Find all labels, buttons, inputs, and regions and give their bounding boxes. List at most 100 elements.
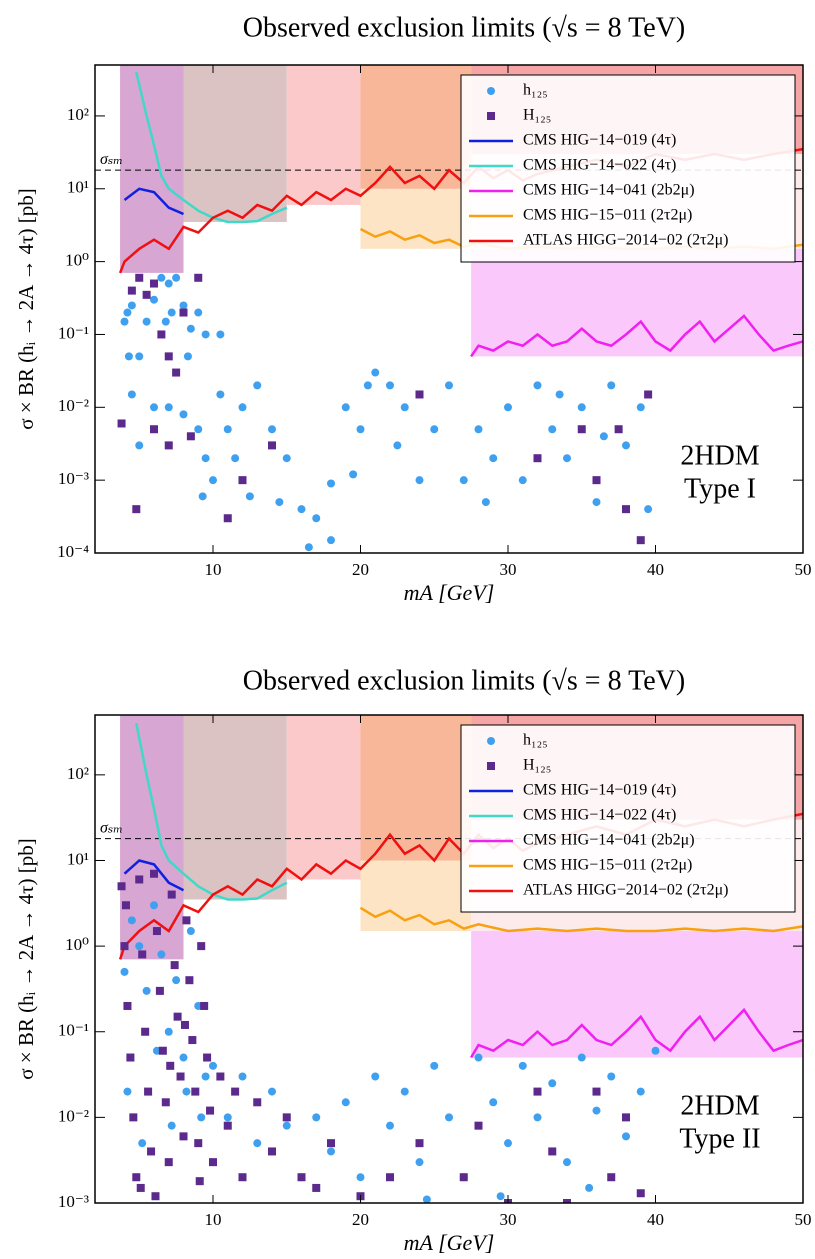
point [474, 1053, 483, 1062]
point [203, 1053, 212, 1062]
limit-curve [135, 723, 288, 901]
point [126, 1053, 135, 1062]
point [150, 425, 158, 434]
legend-label: h₁₂₅ [523, 732, 548, 749]
x-axis-label: mA [GeV] [404, 580, 495, 605]
point [186, 324, 195, 333]
point [563, 454, 571, 463]
point [548, 1079, 557, 1088]
point [622, 1113, 630, 1122]
legend-swatch [487, 737, 495, 745]
point [136, 1183, 145, 1192]
y-tick-label: 10⁰ [65, 251, 89, 270]
point [147, 1147, 156, 1156]
y-tick-label: 10⁻³ [58, 469, 89, 488]
point [245, 492, 254, 501]
legend-label: CMS HIG−14−022 (4τ) [523, 157, 676, 174]
point [117, 419, 126, 428]
point [238, 476, 247, 485]
point [400, 403, 409, 412]
point [209, 1158, 217, 1167]
x-tick-label: 10 [205, 560, 222, 579]
point [191, 1087, 200, 1096]
point [164, 279, 173, 288]
point [585, 1183, 594, 1192]
annotation: 2HDM [680, 440, 759, 471]
y-tick-label: 10² [67, 764, 89, 783]
point [253, 1098, 262, 1107]
y-axis-label: σ × BR (hᵢ → 2A → 4τ) [pb] [14, 838, 38, 1080]
point [282, 1113, 291, 1122]
point [312, 514, 321, 523]
point [132, 1173, 141, 1182]
legend-label: CMS HIG−15−011 (2τ2μ) [523, 207, 692, 224]
point [164, 441, 173, 450]
point [194, 1139, 203, 1148]
point [216, 390, 225, 399]
point [197, 1113, 206, 1122]
point [179, 410, 188, 419]
point [194, 425, 203, 434]
point [238, 1173, 247, 1182]
point [636, 536, 645, 545]
x-tick-label: 10 [205, 1210, 222, 1229]
point [622, 1132, 630, 1141]
point [644, 390, 653, 399]
legend-label: ATLAS HIGG−2014−02 (2τ2μ) [523, 232, 728, 249]
exclusion-region [471, 931, 803, 1058]
point [474, 425, 483, 434]
y-tick-label: 10⁻² [58, 396, 89, 415]
exclusion-region [360, 188, 472, 249]
point [504, 403, 512, 412]
point [186, 927, 195, 936]
point [200, 1001, 209, 1010]
point [297, 1173, 306, 1182]
point [164, 352, 173, 361]
point [386, 381, 394, 390]
exclusion-region [120, 65, 184, 273]
point [135, 273, 144, 282]
point [327, 1139, 335, 1148]
point [123, 1001, 132, 1010]
exclusion-region [286, 65, 361, 205]
plot-frame [94, 714, 804, 1204]
point [312, 1113, 321, 1122]
point [127, 390, 136, 399]
point [363, 381, 372, 390]
point [489, 454, 498, 463]
point [268, 425, 276, 434]
point [386, 1121, 394, 1130]
point [231, 1087, 240, 1096]
point [223, 425, 232, 434]
point [216, 330, 225, 339]
point [607, 1173, 616, 1182]
point [216, 1072, 225, 1081]
point [496, 1192, 505, 1201]
point [622, 441, 630, 450]
point [127, 301, 136, 310]
point [356, 425, 365, 434]
exclusion-region [360, 65, 472, 189]
point [127, 916, 136, 925]
point [120, 317, 129, 326]
point [121, 901, 130, 910]
legend-swatch [487, 762, 495, 770]
point [607, 381, 616, 390]
point [176, 1072, 185, 1081]
point [592, 1087, 601, 1096]
point [185, 976, 194, 985]
point [150, 403, 158, 412]
point [188, 1036, 197, 1045]
point [268, 441, 276, 450]
legend-label: CMS HIG−14−041 (2b2μ) [523, 832, 695, 849]
legend-label: CMS HIG−14−041 (2b2μ) [523, 182, 695, 199]
x-tick-label: 40 [647, 1210, 664, 1229]
point [415, 390, 424, 399]
y-tick-label: 10⁻³ [58, 1192, 89, 1211]
legend-box [460, 74, 796, 263]
point [253, 381, 262, 390]
point [563, 1199, 571, 1203]
point [120, 967, 129, 976]
point [644, 505, 653, 514]
legend-label: CMS HIG−14−022 (4τ) [523, 807, 676, 824]
